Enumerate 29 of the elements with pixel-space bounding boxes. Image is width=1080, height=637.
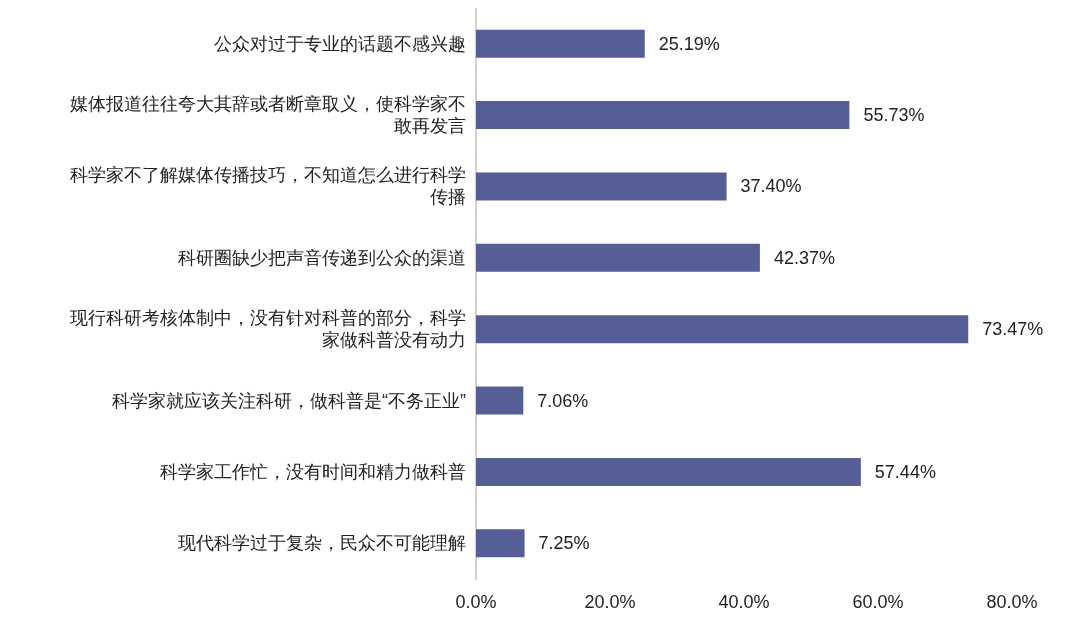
bar (476, 315, 969, 344)
x-tick-label: 40.0% (718, 592, 770, 612)
data-label: 25.19% (658, 33, 720, 54)
x-tick-label: 0.0% (455, 592, 497, 612)
y-tick-label: 现代科学过于复杂，民众不可能理解 (178, 533, 466, 554)
y-tick-label: 科学家工作忙，没有时间和精力做科普 (160, 461, 466, 482)
y-tick-label: 科学家就应该关注科研，做科普是“不务正业” (112, 390, 466, 411)
data-label: 73.47% (982, 319, 1044, 340)
x-tick-label: 20.0% (584, 592, 636, 612)
y-tick-label: 媒体报道往往夸大其辞或者断章取义，使科学家不敢再发言 (70, 94, 466, 137)
y-tick-label: 科学家不了解媒体传播技巧，不知道怎么进行科学传播 (70, 165, 466, 208)
bar (476, 457, 861, 486)
bar (476, 386, 524, 415)
y-tick-label: 科研圈缺少把声音传递到公众的渠道 (178, 247, 466, 268)
data-label: 7.06% (537, 390, 589, 411)
bar (476, 101, 850, 130)
data-label: 37.40% (740, 176, 802, 197)
x-tick-label: 60.0% (852, 592, 904, 612)
bar (476, 529, 525, 558)
bar (476, 243, 760, 272)
y-tick-label: 现行科研考核体制中，没有针对科普的部分，科学家做科普没有动力 (70, 308, 466, 351)
data-label: 55.73% (863, 105, 925, 126)
data-label: 42.37% (773, 247, 835, 268)
data-label: 7.25% (538, 533, 590, 554)
y-tick-label: 公众对过于专业的话题不感兴趣 (214, 33, 466, 54)
bar (476, 29, 645, 58)
x-tick-label: 80.0% (986, 592, 1038, 612)
data-label: 57.44% (874, 461, 936, 482)
bar (476, 172, 727, 201)
